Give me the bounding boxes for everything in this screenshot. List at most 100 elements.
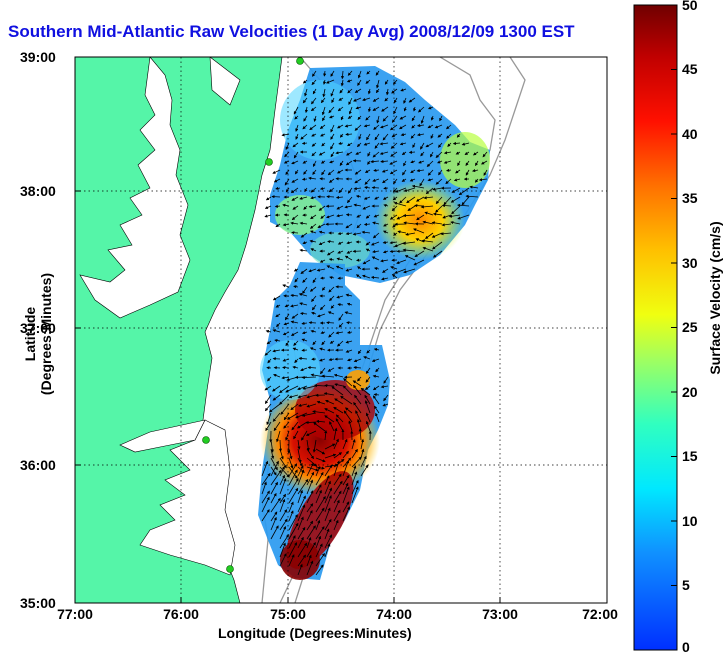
velocity-vector (343, 410, 353, 423)
velocity-vector (389, 249, 398, 253)
velocity-vector (285, 340, 290, 347)
colorbar-tick-label: 30 (682, 255, 698, 271)
velocity-vector (309, 230, 317, 234)
velocity-vector (266, 340, 272, 345)
velocity-vector (375, 367, 380, 373)
velocity-vector (324, 430, 328, 441)
velocity-vector (374, 196, 380, 200)
velocity-vector (276, 430, 281, 443)
velocity-vector (306, 542, 316, 558)
velocity-vector (306, 536, 312, 549)
velocity-vector (306, 560, 314, 576)
velocity-vector (443, 160, 452, 164)
velocity-vector (410, 160, 416, 164)
velocity-vector (315, 496, 326, 513)
velocity-vector (339, 88, 344, 94)
velocity-vector (371, 256, 380, 261)
velocity-vector (308, 204, 317, 209)
velocity-vector (353, 97, 362, 102)
velocity-vector (330, 142, 335, 150)
velocity-vector (323, 392, 335, 396)
velocity-vector (357, 376, 362, 382)
velocity-vector (363, 222, 371, 226)
velocity-vector (322, 88, 326, 98)
velocity-vector (288, 469, 298, 486)
velocity-vector (299, 302, 308, 306)
velocity-vector (279, 466, 285, 477)
velocity-vector (264, 205, 272, 209)
velocity-vector (414, 250, 425, 258)
velocity-vector (290, 320, 299, 324)
velocity-vector (342, 506, 350, 522)
velocity-vector (275, 223, 281, 228)
velocity-vector (340, 70, 345, 80)
velocity-vector (334, 383, 344, 387)
velocity-vector (360, 464, 369, 477)
velocity-vector (288, 522, 299, 540)
velocity-vector (414, 204, 425, 208)
velocity-vector (445, 124, 452, 130)
velocity-vector (382, 115, 389, 122)
velocity-vector (297, 469, 305, 486)
velocity-vector (312, 340, 317, 346)
colorbar-ticks (671, 4, 677, 651)
colorbar-tick-label: 45 (682, 61, 698, 77)
velocity-vector (372, 106, 380, 111)
velocity-vector (330, 133, 335, 140)
velocity-vector (371, 186, 380, 190)
velocity-vector (347, 358, 353, 362)
velocity-vector (391, 133, 398, 138)
velocity-vector (453, 178, 461, 182)
velocity-vector (353, 358, 362, 363)
velocity-vector (482, 151, 488, 158)
velocity-vector (353, 365, 362, 370)
velocity-vector (281, 133, 290, 137)
velocity-vector (362, 274, 371, 279)
albemarle-sound (119, 419, 206, 453)
y-axis-label: Latitude (Degrees:Minutes) (22, 272, 54, 396)
velocity-vector (320, 97, 326, 104)
velocity-vector (363, 356, 371, 360)
velocity-vector (280, 403, 290, 415)
velocity-vector (351, 448, 358, 459)
velocity-vector (270, 469, 282, 486)
velocity-vector (411, 115, 416, 122)
velocity-vector (389, 214, 398, 220)
y-tick-label: 35:00 (20, 595, 56, 611)
velocity-vector (354, 88, 362, 93)
velocity-vector (342, 486, 350, 504)
velocity-vector (375, 70, 380, 76)
velocity-vector (319, 186, 326, 191)
velocity-vector (435, 178, 443, 185)
velocity-vector (364, 394, 371, 405)
velocity-vector (312, 70, 317, 77)
velocity-vector (406, 196, 416, 204)
velocity-vector (344, 311, 353, 315)
velocity-vector (315, 507, 325, 522)
velocity-vector (481, 160, 488, 165)
velocity-vector (354, 124, 362, 131)
velocity-vector (344, 124, 353, 128)
velocity-vector (430, 133, 434, 139)
velocity-vector (465, 169, 470, 176)
velocity-vector (348, 106, 353, 115)
velocity-vector (333, 373, 344, 378)
velocity-vector (342, 474, 350, 486)
velocity-vector (420, 115, 425, 124)
velocity-vector (275, 313, 281, 318)
velocity-vector (365, 115, 371, 121)
velocity-vector (450, 196, 461, 203)
velocity-vector (272, 295, 281, 301)
velocity-vector (401, 151, 407, 156)
velocity-vector (285, 430, 290, 441)
velocity-vector (299, 221, 308, 225)
colorbar (633, 4, 678, 651)
velocity-vector (273, 178, 281, 183)
velocity-vector (357, 79, 362, 86)
velocity-vector (351, 486, 359, 504)
velocity-vector (452, 141, 461, 146)
velocity-vector (392, 196, 398, 201)
velocity-vector (282, 358, 290, 362)
velocity-vector (294, 115, 299, 120)
velocity-vector (270, 525, 279, 540)
